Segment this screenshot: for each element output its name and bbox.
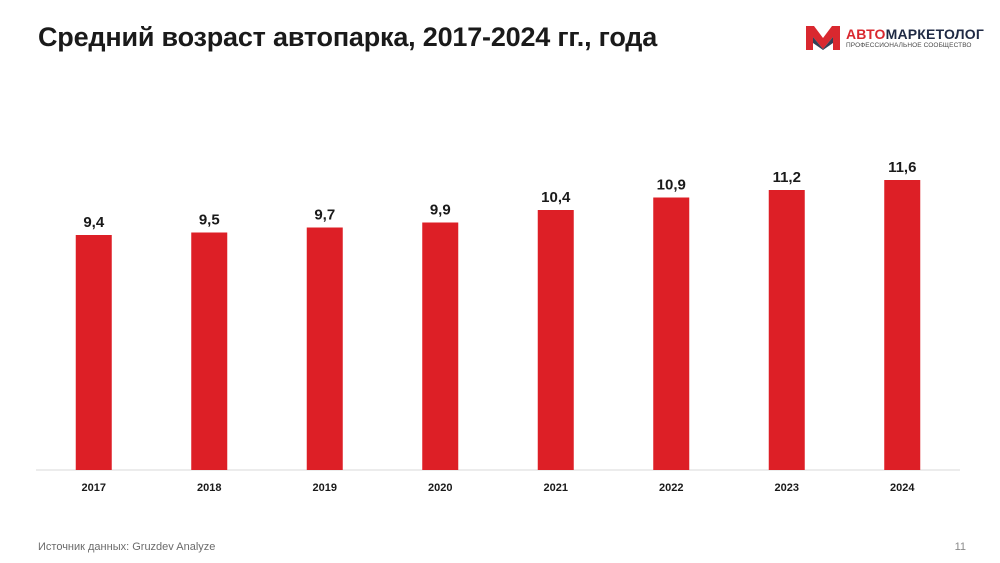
data-label-2022: 10,9 [657, 177, 686, 194]
bar-2023 [768, 190, 805, 470]
x-tick-label-2020: 2020 [428, 482, 452, 494]
data-label-2019: 9,7 [314, 207, 335, 224]
bar-2024 [884, 180, 921, 470]
page-number: 11 [954, 541, 966, 553]
x-tick-label-2018: 2018 [197, 482, 221, 494]
x-tick-label-2021: 2021 [544, 482, 568, 494]
brand-name: АВТОМАРКЕТОЛОГ [846, 25, 984, 42]
bar-2022 [653, 197, 690, 470]
data-label-2017: 9,4 [83, 214, 105, 231]
data-source-note: Источник данных: Gruzdev Analyze [38, 541, 216, 553]
x-tick-label-2017: 2017 [82, 482, 106, 494]
data-label-2021: 10,4 [541, 189, 571, 206]
data-label-2018: 9,5 [199, 212, 220, 229]
x-tick-label-2019: 2019 [313, 482, 337, 494]
bar-2021 [537, 210, 574, 470]
bar-2020 [422, 222, 459, 470]
data-label-2020: 9,9 [430, 202, 451, 219]
brand-logo: АВТОМАРКЕТОЛОГ ПРОФЕССИОНАЛЬНОЕ СООБЩЕСТ… [806, 26, 984, 50]
data-label-2024: 11,6 [888, 159, 916, 176]
bar-2019 [306, 227, 343, 470]
bar-2018 [191, 232, 228, 470]
bar-2017 [75, 235, 112, 470]
x-tick-label-2023: 2023 [775, 482, 799, 494]
brand-tagline: ПРОФЕССИОНАЛЬНОЕ СООБЩЕСТВО [846, 41, 972, 49]
am-monogram-icon [806, 26, 840, 50]
x-tick-label-2024: 2024 [890, 482, 915, 494]
data-label-2023: 11,2 [773, 169, 801, 186]
page-title: Средний возраст автопарка, 2017-2024 гг.… [38, 22, 658, 52]
x-tick-label-2022: 2022 [659, 482, 683, 494]
